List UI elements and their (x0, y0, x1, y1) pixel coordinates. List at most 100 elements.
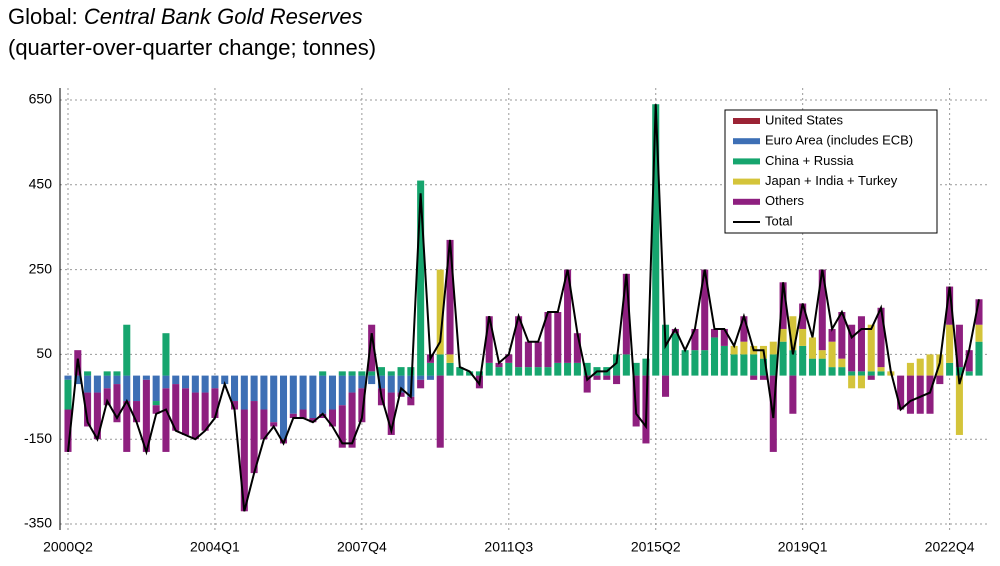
bar-segment (182, 388, 190, 435)
bar-segment (191, 375, 199, 393)
bar-segment (358, 375, 366, 389)
bar-segment (387, 375, 395, 393)
bar-segment (182, 375, 190, 389)
bar-segment (681, 350, 689, 376)
bar-segment (828, 328, 836, 342)
bar-segment (103, 375, 111, 389)
total-line (67, 104, 980, 512)
bar-segment (955, 375, 963, 435)
y-tick-label: -350 (24, 515, 52, 531)
bar-segment (877, 307, 885, 368)
bar-segment (642, 358, 650, 376)
bar-segment (162, 333, 170, 376)
bar-segment (84, 371, 92, 376)
x-tick-label: 2007Q4 (337, 539, 387, 555)
bar-segment (495, 367, 503, 376)
bar-segment (877, 367, 885, 372)
bar-segment (348, 371, 356, 376)
bar-segment (172, 384, 180, 431)
bar-segment (534, 341, 542, 368)
bar-segment (299, 409, 307, 418)
bar-segment (260, 375, 268, 410)
bar-segment (368, 324, 376, 372)
legend-swatch (733, 178, 760, 185)
bar-segment (857, 316, 865, 372)
legend-label: China + Russia (765, 153, 854, 168)
bar-segment (152, 375, 160, 402)
bar-segment (975, 299, 983, 325)
bar-segment (632, 362, 640, 376)
grid: -350 -150 50 250 450 650 2000Q2 2004Q1 2007Q4 201… (24, 88, 990, 555)
bar-segment (750, 375, 758, 380)
bar-segment (808, 337, 816, 359)
bar-segment (446, 354, 454, 363)
bar-segment (848, 324, 856, 372)
bar-segment (857, 371, 865, 376)
bar-segment (799, 345, 807, 376)
bar-segment (808, 358, 816, 376)
bar-segment (759, 375, 768, 380)
title-prefix: Global: (8, 4, 78, 29)
bar-segment (201, 375, 209, 393)
bar-segment (622, 273, 630, 355)
bar-segment (818, 269, 826, 351)
bar-segment (740, 316, 748, 342)
bar-segment (828, 367, 836, 376)
legend-label: Total (765, 213, 793, 228)
bar-segment (838, 312, 846, 359)
bar-segment (397, 392, 405, 397)
bar-segment (691, 350, 699, 376)
bar-segment (720, 328, 728, 346)
bar-segment (221, 375, 229, 385)
bar-segment (446, 239, 454, 355)
bar-segment (250, 401, 258, 474)
bar-segment (515, 316, 523, 368)
bar-segment (417, 180, 425, 376)
bar-segment (368, 375, 376, 385)
bar-segment (250, 375, 258, 402)
bar-segment (368, 371, 376, 376)
bar-segment (436, 375, 444, 448)
bar-segment (926, 354, 934, 376)
bar-segment (857, 375, 865, 389)
bar-segment (64, 409, 72, 452)
bar-segment (975, 341, 983, 376)
legend-label: Others (765, 193, 805, 208)
bar-segment (211, 388, 219, 418)
bar-segment (93, 375, 101, 393)
bar-segment (848, 375, 856, 389)
bar-segment (867, 324, 875, 372)
bar-segment (84, 392, 92, 427)
bar-segment (142, 375, 150, 380)
legend: United States Euro Area (includes ECB) Chi… (724, 109, 938, 234)
bar-segment (260, 409, 268, 440)
bar-segment (818, 358, 826, 376)
bar-segment (338, 375, 346, 406)
bar-segment (319, 375, 327, 414)
bar-segment (338, 405, 346, 448)
bar-segment (485, 316, 493, 363)
bar-segment (946, 286, 954, 325)
bar-segment (524, 367, 532, 376)
bar-segment (162, 388, 170, 452)
bar-segment (906, 375, 914, 414)
x-tick-label: 2004Q1 (190, 539, 240, 555)
bar-segment (309, 375, 317, 418)
bar-segment (231, 375, 239, 402)
bar-segment (710, 328, 719, 338)
bar-segment (524, 341, 532, 368)
bar-segment (769, 341, 777, 355)
bar-segment (103, 371, 111, 376)
bar-segment (338, 371, 346, 376)
bar-segment (485, 362, 493, 376)
bar-segment (103, 388, 111, 406)
bar-segment (387, 392, 395, 435)
bar-segment (172, 375, 180, 385)
bar-segment (534, 367, 542, 376)
bar-segment (426, 362, 434, 376)
title-emphasis: Central Bank Gold Reserves (84, 4, 363, 29)
bar-segment (113, 384, 121, 423)
bar-segment (133, 375, 141, 402)
legend-swatch (733, 158, 760, 165)
